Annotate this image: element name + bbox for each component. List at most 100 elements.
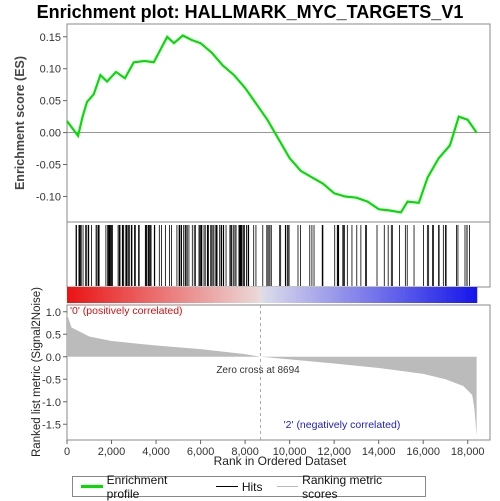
- color-bar-segment: [159, 287, 164, 303]
- es-ytick-label: 0.00: [40, 128, 61, 140]
- color-bar-segment: [176, 287, 181, 303]
- color-bar-segment: [251, 287, 256, 303]
- color-bar-segment: [408, 287, 413, 303]
- color-bar-segment: [169, 287, 174, 303]
- color-bar-segment: [363, 287, 369, 303]
- rank-ytick-label: 0.5: [46, 329, 61, 341]
- color-bar-segment: [370, 287, 375, 303]
- es-ylabel: Enrichment score (ES): [13, 56, 27, 190]
- color-bar-segment: [367, 287, 372, 303]
- color-bar-segment: [237, 287, 242, 303]
- color-bar-segment: [148, 287, 153, 303]
- rank-xlabel: Rank in Ordered Dataset: [214, 454, 347, 468]
- color-bar-segment: [340, 287, 345, 303]
- color-bar-segment: [435, 287, 440, 303]
- color-bar-segment: [292, 287, 297, 303]
- color-bar-segment: [186, 287, 191, 303]
- color-bar-segment: [107, 287, 112, 303]
- rank-ytick-label: -1.5: [42, 419, 61, 431]
- es-profile-line: [66, 34, 478, 214]
- color-bar-segment: [312, 287, 317, 303]
- color-bar-segment: [299, 287, 304, 303]
- color-bar-segment: [155, 287, 160, 303]
- hit-marks: [75, 225, 470, 286]
- color-bar-segment: [224, 287, 229, 303]
- hits-panel: [66, 221, 491, 288]
- color-bar-segment: [128, 287, 133, 303]
- chart-title: Enrichment plot: HALLMARK_MYC_TARGETS_V1: [37, 2, 464, 22]
- color-bar-segment: [302, 287, 307, 303]
- color-bar-segment: [152, 287, 157, 303]
- es-ytick-label: -0.05: [36, 160, 61, 172]
- color-bar-segment: [101, 287, 106, 303]
- color-bar-segment: [244, 287, 249, 303]
- color-bar-segment: [227, 287, 232, 303]
- color-bar-segment: [179, 287, 184, 303]
- color-bar-segment: [316, 287, 321, 303]
- legend-swatch-metric: [276, 486, 299, 487]
- color-bar-segment: [193, 287, 198, 303]
- zero-cross-label: Zero cross at 8694: [216, 365, 300, 376]
- es-ytick-label: 0.10: [40, 64, 61, 76]
- color-bar-segment: [391, 287, 396, 303]
- color-bar-segment: [234, 287, 239, 303]
- color-bar-segment: [138, 287, 143, 303]
- es-yticks: -0.10 -0.05 0.00 0.05 0.10 0.15: [36, 32, 67, 203]
- xtick-label: 4,000: [142, 446, 170, 458]
- color-bar-segment: [241, 287, 246, 303]
- xtick-label: 12,000: [317, 446, 351, 458]
- color-bar-segment: [87, 287, 92, 303]
- color-bar-segment: [282, 287, 287, 303]
- legend-item-es: Enrichment profile: [81, 473, 202, 501]
- color-bar-segment: [401, 287, 406, 303]
- color-bar-segment: [189, 287, 194, 303]
- color-bar-segment: [254, 287, 259, 303]
- xtick-label: 18,000: [451, 446, 485, 458]
- color-bar-segment: [459, 287, 464, 303]
- color-bar-segment: [445, 287, 450, 303]
- color-bar-segment: [200, 287, 205, 303]
- color-bar-segment: [394, 287, 399, 303]
- color-bar-segment: [329, 287, 334, 303]
- legend: Enrichment profile Hits Ranking metric s…: [72, 473, 426, 501]
- color-bar-segment: [183, 287, 188, 303]
- color-bar-segment: [213, 287, 218, 303]
- color-bar-segment: [258, 287, 263, 303]
- color-bar-segment: [469, 287, 474, 303]
- color-bar-segment: [381, 287, 386, 303]
- color-bar-segment: [165, 287, 171, 303]
- color-bar-segment: [387, 287, 392, 303]
- color-bar-segment: [336, 287, 341, 303]
- color-bar-segment: [271, 287, 276, 303]
- positive-label: '0' (positively correlated): [70, 305, 183, 317]
- color-bar-segment: [230, 287, 235, 303]
- color-bar-segment: [162, 287, 167, 303]
- legend-label-es: Enrichment profile: [106, 472, 168, 501]
- color-bar-segment: [131, 287, 136, 303]
- color-bar-segment: [452, 287, 457, 303]
- color-bar-segment: [97, 287, 102, 303]
- xtick-label: 8,000: [231, 446, 259, 458]
- color-bar-segment: [172, 287, 177, 303]
- color-bar-segment: [346, 287, 351, 303]
- color-bar-segment: [206, 287, 211, 303]
- color-bar-segment: [121, 287, 126, 303]
- color-bar-segment: [415, 287, 420, 303]
- legend-label-metric: Ranking metric scores: [302, 472, 383, 501]
- color-bar-segment: [295, 287, 300, 303]
- xtick-label: 0: [64, 446, 70, 458]
- color-bar-segment: [428, 287, 433, 303]
- color-bar-segment: [404, 287, 409, 303]
- rank-ytick-label: -1.0: [42, 397, 61, 409]
- legend-label-hits: Hits: [241, 479, 263, 494]
- color-bar-segment: [374, 287, 379, 303]
- color-bar-segment: [439, 287, 444, 303]
- es-ytick-label: 0.05: [40, 96, 61, 108]
- xtick-label: 14,000: [362, 446, 396, 458]
- color-bar-segment: [288, 287, 293, 303]
- xtick-label: 6,000: [187, 446, 215, 458]
- color-bar-segment: [285, 287, 290, 303]
- hits-panel-frame: [66, 221, 491, 288]
- color-bar-segment: [196, 287, 201, 303]
